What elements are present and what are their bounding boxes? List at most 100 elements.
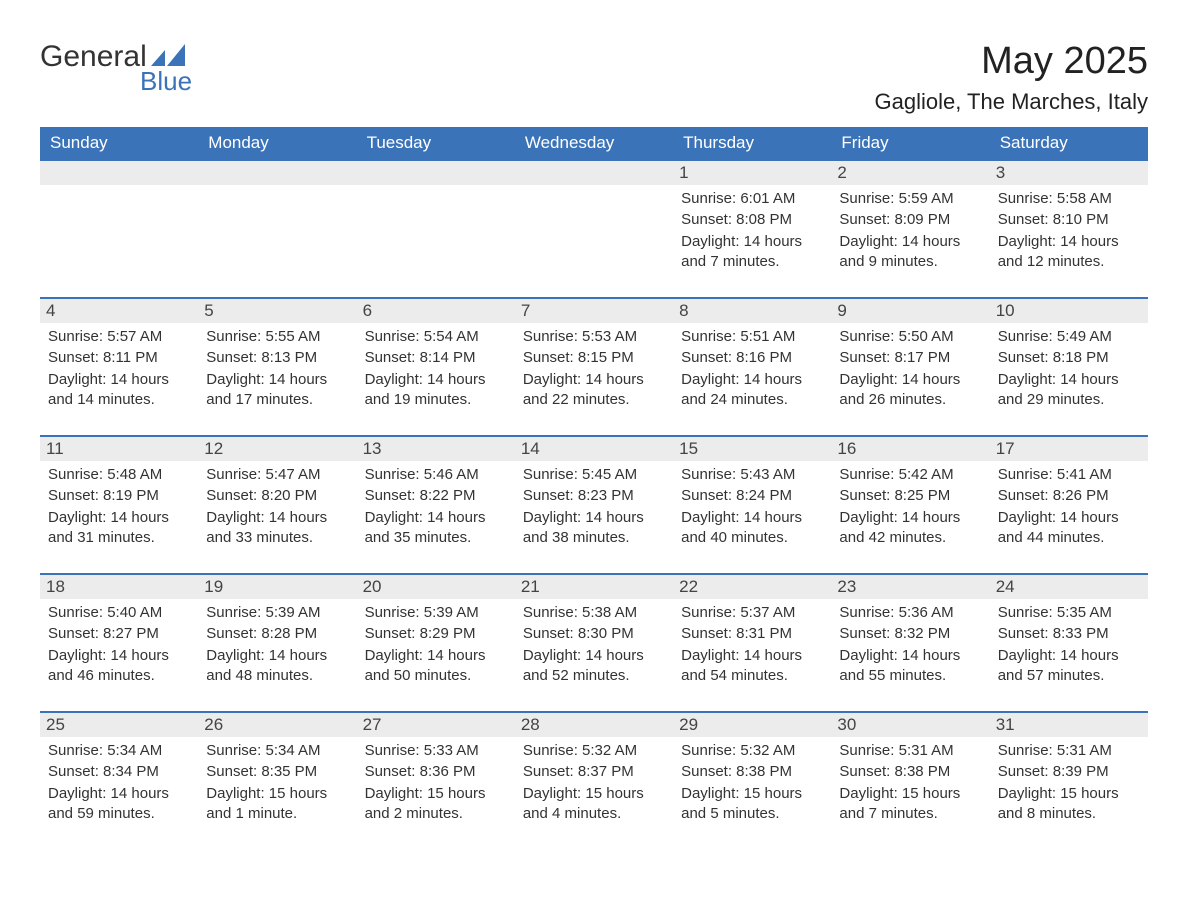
sunset-line: Sunset: 8:27 PM — [48, 624, 190, 644]
daylight-line: Daylight: 14 hours and 24 minutes. — [681, 370, 823, 411]
calendar-day-cell: 31 Sunrise: 5:31 AMSunset: 8:39 PMDayligh… — [990, 712, 1148, 849]
daylight-line: Daylight: 14 hours and 33 minutes. — [206, 508, 348, 549]
sunset-line: Sunset: 8:34 PM — [48, 762, 190, 782]
sunset-line: Sunset: 8:16 PM — [681, 348, 823, 368]
day-number: 9 — [831, 299, 989, 323]
day-info: Sunrise: 5:39 AMSunset: 8:28 PMDaylight:… — [204, 603, 350, 686]
daylight-line: Daylight: 14 hours and 19 minutes. — [365, 370, 507, 411]
calendar-day-cell: 5Sunrise: 5:55 AMSunset: 8:13 PMDaylight… — [198, 298, 356, 436]
sunset-line: Sunset: 8:20 PM — [206, 486, 348, 506]
day-info: Sunrise: 5:45 AMSunset: 8:23 PMDaylight:… — [521, 465, 667, 548]
day-number: 10 — [990, 299, 1148, 323]
day-number: 30 — [831, 713, 989, 737]
calendar-day-cell: 19 Sunrise: 5:39 AMSunset: 8:28 PMDayligh… — [198, 574, 356, 712]
sunset-line: Sunset: 8:23 PM — [523, 486, 665, 506]
day-info: Sunrise: 5:41 AMSunset: 8:26 PMDaylight:… — [996, 465, 1142, 548]
sunrise-line: Sunrise: 5:55 AM — [206, 327, 348, 347]
day-info: Sunrise: 5:46 AMSunset: 8:22 PMDaylight:… — [363, 465, 509, 548]
day-info: Sunrise: 5:47 AMSunset: 8:20 PMDaylight:… — [204, 465, 350, 548]
daylight-line: Daylight: 15 hours and 7 minutes. — [839, 784, 981, 825]
day-info: Sunrise: 5:40 AMSunset: 8:27 PMDaylight:… — [46, 603, 192, 686]
calendar-day-cell: 12Sunrise: 5:47 AMSunset: 8:20 PMDayligh… — [198, 436, 356, 574]
sunset-line: Sunset: 8:10 PM — [998, 210, 1140, 230]
calendar-day-cell — [515, 160, 673, 298]
calendar-week-row: 25Sunrise: 5:34 AMSunset: 8:34 PMDayligh… — [40, 712, 1148, 849]
sunset-line: Sunset: 8:09 PM — [839, 210, 981, 230]
daylight-line: Daylight: 14 hours and 50 minutes. — [365, 646, 507, 687]
calendar-week-row: 18Sunrise: 5:40 AMSunset: 8:27 PMDayligh… — [40, 574, 1148, 712]
day-number: 27 — [357, 713, 515, 737]
sunrise-line: Sunrise: 5:53 AM — [523, 327, 665, 347]
daylight-line: Daylight: 15 hours and 2 minutes. — [365, 784, 507, 825]
calendar-day-cell: 30Sunrise: 5:31 AMSunset: 8:38 PMDayligh… — [831, 712, 989, 849]
sunrise-line: Sunrise: 5:57 AM — [48, 327, 190, 347]
calendar-day-cell: 2Sunrise: 5:59 AMSunset: 8:09 PMDaylight… — [831, 160, 989, 298]
calendar-day-cell: 27Sunrise: 5:33 AMSunset: 8:36 PMDayligh… — [357, 712, 515, 849]
daylight-line: Daylight: 14 hours and 57 minutes. — [998, 646, 1140, 687]
day-number: 31 — [990, 713, 1148, 737]
sunrise-line: Sunrise: 5:33 AM — [365, 741, 507, 761]
sunrise-line: Sunrise: 6:01 AM — [681, 189, 823, 209]
day-number: 26 — [198, 713, 356, 737]
day-number: 6 — [357, 299, 515, 323]
calendar-day-cell: 7Sunrise: 5:53 AMSunset: 8:15 PMDaylight… — [515, 298, 673, 436]
day-number: 5 — [198, 299, 356, 323]
day-info: Sunrise: 5:35 AMSunset: 8:33 PMDaylight:… — [996, 603, 1142, 686]
sunset-line: Sunset: 8:25 PM — [839, 486, 981, 506]
sunset-line: Sunset: 8:24 PM — [681, 486, 823, 506]
day-info: Sunrise: 5:42 AMSunset: 8:25 PMDaylight:… — [837, 465, 983, 548]
daylight-line: Daylight: 14 hours and 9 minutes. — [839, 232, 981, 273]
calendar-day-cell: 17 Sunrise: 5:41 AMSunset: 8:26 PMDayligh… — [990, 436, 1148, 574]
weekday-header: Wednesday — [515, 127, 673, 160]
sunset-line: Sunset: 8:19 PM — [48, 486, 190, 506]
calendar-day-cell: 1Sunrise: 6:01 AMSunset: 8:08 PMDaylight… — [673, 160, 831, 298]
day-number: 19 — [198, 575, 356, 599]
sunset-line: Sunset: 8:30 PM — [523, 624, 665, 644]
weekday-header: Tuesday — [357, 127, 515, 160]
day-info: Sunrise: 5:32 AMSunset: 8:37 PMDaylight:… — [521, 741, 667, 824]
calendar-day-cell: 21Sunrise: 5:38 AMSunset: 8:30 PMDayligh… — [515, 574, 673, 712]
calendar-day-cell: 16Sunrise: 5:42 AMSunset: 8:25 PMDayligh… — [831, 436, 989, 574]
sunset-line: Sunset: 8:08 PM — [681, 210, 823, 230]
day-info: Sunrise: 5:39 AMSunset: 8:29 PMDaylight:… — [363, 603, 509, 686]
month-title: May 2025 — [875, 40, 1149, 83]
calendar-day-cell: 8 Sunrise: 5:51 AMSunset: 8:16 PMDaylight… — [673, 298, 831, 436]
calendar-week-row: 1Sunrise: 6:01 AMSunset: 8:08 PMDaylight… — [40, 160, 1148, 298]
day-number: 24 — [990, 575, 1148, 599]
daylight-line: Daylight: 14 hours and 42 minutes. — [839, 508, 981, 549]
daylight-line: Daylight: 14 hours and 59 minutes. — [48, 784, 190, 825]
calendar-day-cell: 22Sunrise: 5:37 AMSunset: 8:31 PMDayligh… — [673, 574, 831, 712]
header: General Blue May 2025 Gagliole, The Marc… — [40, 40, 1148, 115]
calendar-day-cell: 6Sunrise: 5:54 AMSunset: 8:14 PMDaylight… — [357, 298, 515, 436]
calendar-day-cell — [357, 160, 515, 298]
day-info: Sunrise: 5:32 AMSunset: 8:38 PMDaylight:… — [679, 741, 825, 824]
day-info: Sunrise: 5:31 AMSunset: 8:39 PMDaylight:… — [996, 741, 1142, 824]
sunset-line: Sunset: 8:14 PM — [365, 348, 507, 368]
sunrise-line: Sunrise: 5:31 AM — [998, 741, 1140, 761]
empty-day-header — [515, 161, 673, 185]
location: Gagliole, The Marches, Italy — [875, 89, 1149, 115]
sunset-line: Sunset: 8:39 PM — [998, 762, 1140, 782]
calendar-day-cell: 3Sunrise: 5:58 AMSunset: 8:10 PMDaylight… — [990, 160, 1148, 298]
day-number: 23 — [831, 575, 989, 599]
sunrise-line: Sunrise: 5:37 AM — [681, 603, 823, 623]
sunset-line: Sunset: 8:18 PM — [998, 348, 1140, 368]
daylight-line: Daylight: 14 hours and 7 minutes. — [681, 232, 823, 273]
calendar-day-cell — [198, 160, 356, 298]
calendar-week-row: 11Sunrise: 5:48 AMSunset: 8:19 PMDayligh… — [40, 436, 1148, 574]
calendar-day-cell: 13Sunrise: 5:46 AMSunset: 8:22 PMDayligh… — [357, 436, 515, 574]
sunrise-line: Sunrise: 5:38 AM — [523, 603, 665, 623]
sunrise-line: Sunrise: 5:36 AM — [839, 603, 981, 623]
calendar-day-cell: 20Sunrise: 5:39 AMSunset: 8:29 PMDayligh… — [357, 574, 515, 712]
empty-day-header — [40, 161, 198, 185]
sunrise-line: Sunrise: 5:48 AM — [48, 465, 190, 485]
day-info: Sunrise: 5:38 AMSunset: 8:30 PMDaylight:… — [521, 603, 667, 686]
day-info: Sunrise: 5:53 AMSunset: 8:15 PMDaylight:… — [521, 327, 667, 410]
day-number: 17 — [990, 437, 1148, 461]
day-info: Sunrise: 5:51 AMSunset: 8:16 PMDaylight:… — [679, 327, 825, 410]
day-number: 8 — [673, 299, 831, 323]
sunrise-line: Sunrise: 5:42 AM — [839, 465, 981, 485]
day-number: 3 — [990, 161, 1148, 185]
day-info: Sunrise: 5:57 AMSunset: 8:11 PMDaylight:… — [46, 327, 192, 410]
sunset-line: Sunset: 8:13 PM — [206, 348, 348, 368]
